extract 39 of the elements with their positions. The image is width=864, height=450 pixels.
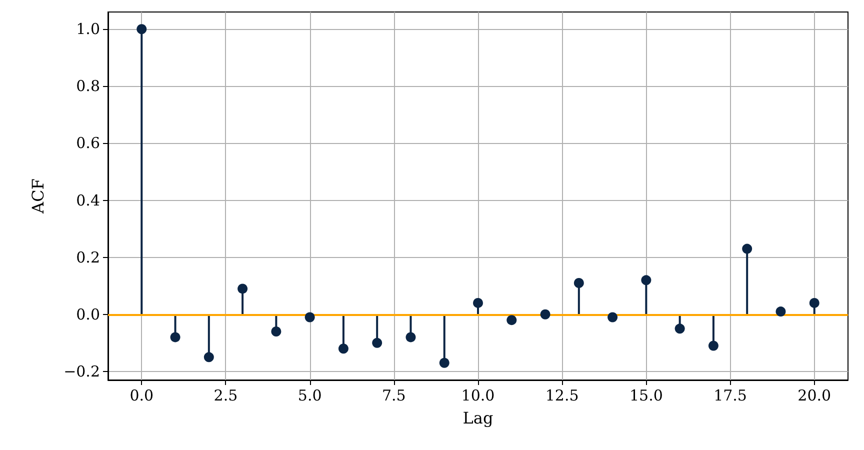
y-tick-label: 0.8 — [76, 77, 100, 96]
point — [238, 284, 248, 294]
point — [406, 332, 416, 342]
y-axis-title: ACF — [28, 178, 48, 214]
y-tick-label: 0.4 — [76, 191, 100, 210]
x-tick-label: 12.5 — [545, 386, 579, 404]
point — [372, 338, 382, 348]
point — [506, 315, 517, 326]
x-axis-title: Lag — [462, 408, 494, 428]
y-tick-label: 1.0 — [76, 20, 100, 38]
x-tick-label: 20.0 — [798, 386, 832, 404]
point — [742, 244, 752, 254]
point — [304, 312, 315, 322]
point — [271, 326, 282, 336]
x-tick-label: 7.5 — [382, 386, 406, 404]
point — [473, 298, 483, 308]
x-tick-label: 10.0 — [461, 386, 495, 404]
point — [338, 344, 348, 354]
point — [708, 340, 718, 351]
x-tick-label: 15.0 — [629, 386, 663, 404]
point — [608, 312, 618, 322]
point — [641, 275, 652, 286]
point — [439, 358, 450, 368]
point — [809, 298, 820, 308]
x-tick-label: 2.5 — [214, 386, 238, 404]
point — [170, 332, 180, 342]
y-tick-label: 0.0 — [76, 305, 100, 324]
point — [674, 324, 685, 334]
x-tick-label: 0.0 — [130, 386, 154, 404]
point — [204, 352, 214, 362]
y-tick-label: 0.6 — [76, 134, 100, 152]
point — [776, 306, 786, 317]
point — [136, 24, 147, 34]
y-tick-label: 0.2 — [76, 248, 100, 266]
y-tick-label: −0.2 — [64, 362, 100, 380]
x-tick-label: 17.5 — [714, 386, 747, 404]
point — [574, 278, 584, 288]
x-tick-label: 5.0 — [298, 386, 322, 404]
point — [540, 309, 550, 320]
